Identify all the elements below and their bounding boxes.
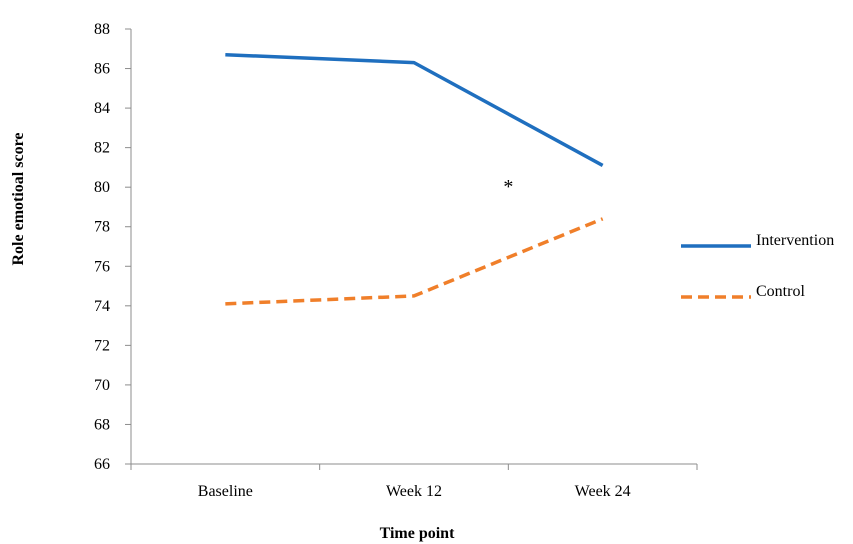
- y-tick-label: 72: [94, 337, 110, 354]
- y-tick-label: 86: [94, 61, 110, 78]
- x-tick-label: Week 12: [386, 483, 442, 500]
- y-tick-label: 76: [94, 258, 110, 275]
- y-tick-label: 84: [94, 100, 110, 117]
- axes: [130, 29, 697, 465]
- x-tick-label: Week 24: [575, 483, 631, 500]
- y-tick-label: 80: [94, 179, 110, 196]
- series-line-control: [225, 217, 604, 306]
- y-axis-title: Role emotioal score: [10, 133, 27, 266]
- y-tick-label: 88: [94, 21, 110, 38]
- y-tick-label: 78: [94, 219, 110, 236]
- y-tick-label: 74: [94, 298, 110, 315]
- series-layer: [225, 52, 604, 306]
- y-tick-label: 66: [94, 456, 110, 473]
- legend-label-control: Control: [756, 283, 805, 300]
- y-tick-label: 70: [94, 377, 110, 394]
- legend-label-intervention: Intervention: [756, 232, 834, 249]
- x-tick-label: Baseline: [198, 483, 253, 500]
- significance-marker: *: [503, 176, 513, 198]
- y-tick-label: 68: [94, 416, 110, 433]
- y-tick-label: 82: [94, 140, 110, 157]
- x-axis-ticks: Baseline Week 12 Week 24: [130, 464, 698, 500]
- y-axis-ticks: 66 68 70 72 74 76 78 80 82 84 86 88: [94, 21, 131, 473]
- annotations: *: [503, 176, 513, 198]
- x-axis-title: Time point: [380, 525, 456, 542]
- legend: Intervention Control: [681, 232, 834, 300]
- series-line-intervention: [225, 52, 604, 167]
